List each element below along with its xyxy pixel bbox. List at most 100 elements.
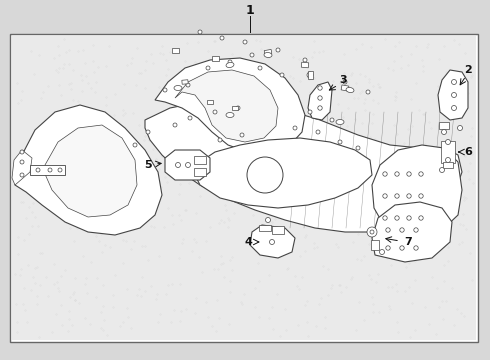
Circle shape (419, 194, 423, 198)
Circle shape (186, 83, 190, 87)
Circle shape (400, 246, 404, 250)
Circle shape (20, 160, 24, 164)
Circle shape (383, 172, 387, 176)
Circle shape (270, 239, 274, 244)
Circle shape (308, 110, 312, 114)
Circle shape (386, 228, 390, 232)
Polygon shape (15, 105, 162, 235)
Circle shape (395, 172, 399, 176)
Circle shape (419, 172, 423, 176)
Ellipse shape (226, 112, 234, 117)
Bar (194, 168, 206, 176)
Bar (301, 62, 309, 68)
Polygon shape (308, 82, 332, 120)
Circle shape (407, 172, 411, 176)
Circle shape (338, 140, 342, 144)
Circle shape (293, 126, 297, 130)
Text: 4: 4 (244, 237, 252, 247)
Circle shape (451, 93, 457, 98)
Circle shape (407, 216, 411, 220)
Circle shape (280, 73, 284, 77)
Circle shape (247, 157, 283, 193)
Circle shape (146, 130, 150, 134)
Circle shape (243, 40, 247, 44)
Circle shape (213, 110, 217, 114)
Bar (12, 36, 476, 340)
Circle shape (445, 139, 450, 144)
Circle shape (266, 217, 270, 222)
Circle shape (367, 227, 377, 237)
Polygon shape (372, 145, 462, 238)
Bar (264, 49, 272, 55)
Bar (182, 80, 188, 84)
Circle shape (458, 126, 463, 130)
Ellipse shape (174, 85, 182, 90)
Circle shape (407, 194, 411, 198)
Bar (272, 226, 284, 234)
Circle shape (451, 105, 457, 111)
Circle shape (386, 246, 390, 250)
Bar (172, 48, 178, 53)
Circle shape (236, 106, 240, 110)
Ellipse shape (336, 120, 344, 125)
Circle shape (58, 168, 62, 172)
Circle shape (186, 162, 191, 167)
Circle shape (250, 53, 254, 57)
Bar (439, 122, 449, 129)
Circle shape (370, 230, 374, 234)
Circle shape (220, 36, 224, 40)
Polygon shape (175, 70, 278, 142)
Text: 2: 2 (464, 65, 472, 75)
Circle shape (445, 158, 450, 162)
Circle shape (276, 48, 280, 52)
Circle shape (383, 216, 387, 220)
Circle shape (318, 96, 322, 100)
Circle shape (228, 60, 232, 64)
Circle shape (198, 30, 202, 34)
Circle shape (356, 146, 360, 150)
Bar (308, 71, 313, 79)
Circle shape (173, 123, 177, 127)
Text: 5: 5 (144, 160, 152, 170)
Bar (212, 55, 219, 60)
Bar (443, 162, 453, 168)
Circle shape (206, 66, 210, 70)
Circle shape (258, 66, 262, 70)
Circle shape (343, 80, 347, 84)
Bar (259, 225, 271, 231)
Circle shape (303, 58, 307, 62)
Circle shape (20, 173, 24, 177)
Circle shape (307, 72, 313, 78)
Text: 7: 7 (404, 237, 412, 247)
Circle shape (379, 249, 385, 255)
Bar (10, 34, 478, 342)
Text: 3: 3 (339, 75, 347, 85)
Bar (341, 85, 349, 91)
Polygon shape (155, 58, 305, 152)
Polygon shape (195, 138, 372, 208)
Circle shape (218, 138, 222, 142)
Circle shape (240, 133, 244, 137)
Circle shape (414, 246, 418, 250)
Circle shape (188, 116, 192, 120)
Bar (207, 100, 213, 104)
Bar (232, 106, 238, 110)
Circle shape (395, 216, 399, 220)
Circle shape (36, 168, 40, 172)
Circle shape (48, 168, 52, 172)
Circle shape (330, 118, 334, 122)
Circle shape (20, 150, 24, 154)
Circle shape (316, 130, 320, 134)
Polygon shape (45, 125, 137, 217)
Circle shape (395, 194, 399, 198)
Polygon shape (250, 225, 295, 258)
Circle shape (383, 194, 387, 198)
Circle shape (133, 143, 137, 147)
Ellipse shape (346, 87, 354, 93)
Circle shape (440, 167, 444, 172)
Circle shape (400, 228, 404, 232)
Polygon shape (30, 165, 65, 175)
Circle shape (318, 86, 322, 90)
Bar (441, 141, 455, 163)
Circle shape (419, 216, 423, 220)
